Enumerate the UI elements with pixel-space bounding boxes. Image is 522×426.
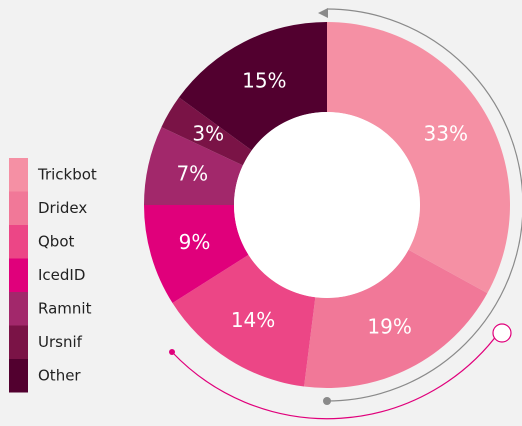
legend-label: IcedID bbox=[38, 266, 85, 284]
legend-swatch bbox=[9, 258, 28, 292]
legend-swatch bbox=[9, 158, 28, 192]
legend-label: Ursnif bbox=[38, 333, 83, 351]
value-label: 14% bbox=[231, 308, 275, 332]
legend-label: Dridex bbox=[38, 199, 87, 217]
legend-label: Trickbot bbox=[37, 165, 97, 183]
slice bbox=[144, 205, 249, 304]
value-label: 33% bbox=[424, 121, 468, 145]
legend-label: Qbot bbox=[38, 232, 75, 250]
slice bbox=[172, 254, 316, 387]
decor-dot bbox=[323, 397, 331, 405]
value-label: 15% bbox=[242, 69, 286, 93]
value-label: 19% bbox=[367, 314, 411, 338]
slice bbox=[144, 127, 243, 205]
legend-swatch bbox=[9, 292, 28, 326]
legend-swatch bbox=[9, 325, 28, 359]
slice bbox=[178, 22, 327, 151]
slice bbox=[161, 97, 252, 166]
decor-circle bbox=[492, 323, 512, 343]
slice bbox=[304, 249, 488, 388]
decor-dot bbox=[169, 349, 175, 355]
donut-hole bbox=[234, 112, 420, 298]
decor-arc bbox=[171, 330, 501, 420]
legend-swatch bbox=[9, 225, 28, 259]
value-label: 7% bbox=[176, 161, 208, 185]
legend-swatch bbox=[9, 359, 28, 393]
legend-swatch bbox=[9, 191, 28, 225]
decor-arrow bbox=[318, 8, 328, 18]
legend-label: Other bbox=[38, 366, 81, 384]
slice bbox=[327, 22, 510, 294]
decor-arc bbox=[326, 8, 522, 402]
legend-label: Ramnit bbox=[38, 299, 92, 317]
value-label: 9% bbox=[179, 230, 211, 254]
